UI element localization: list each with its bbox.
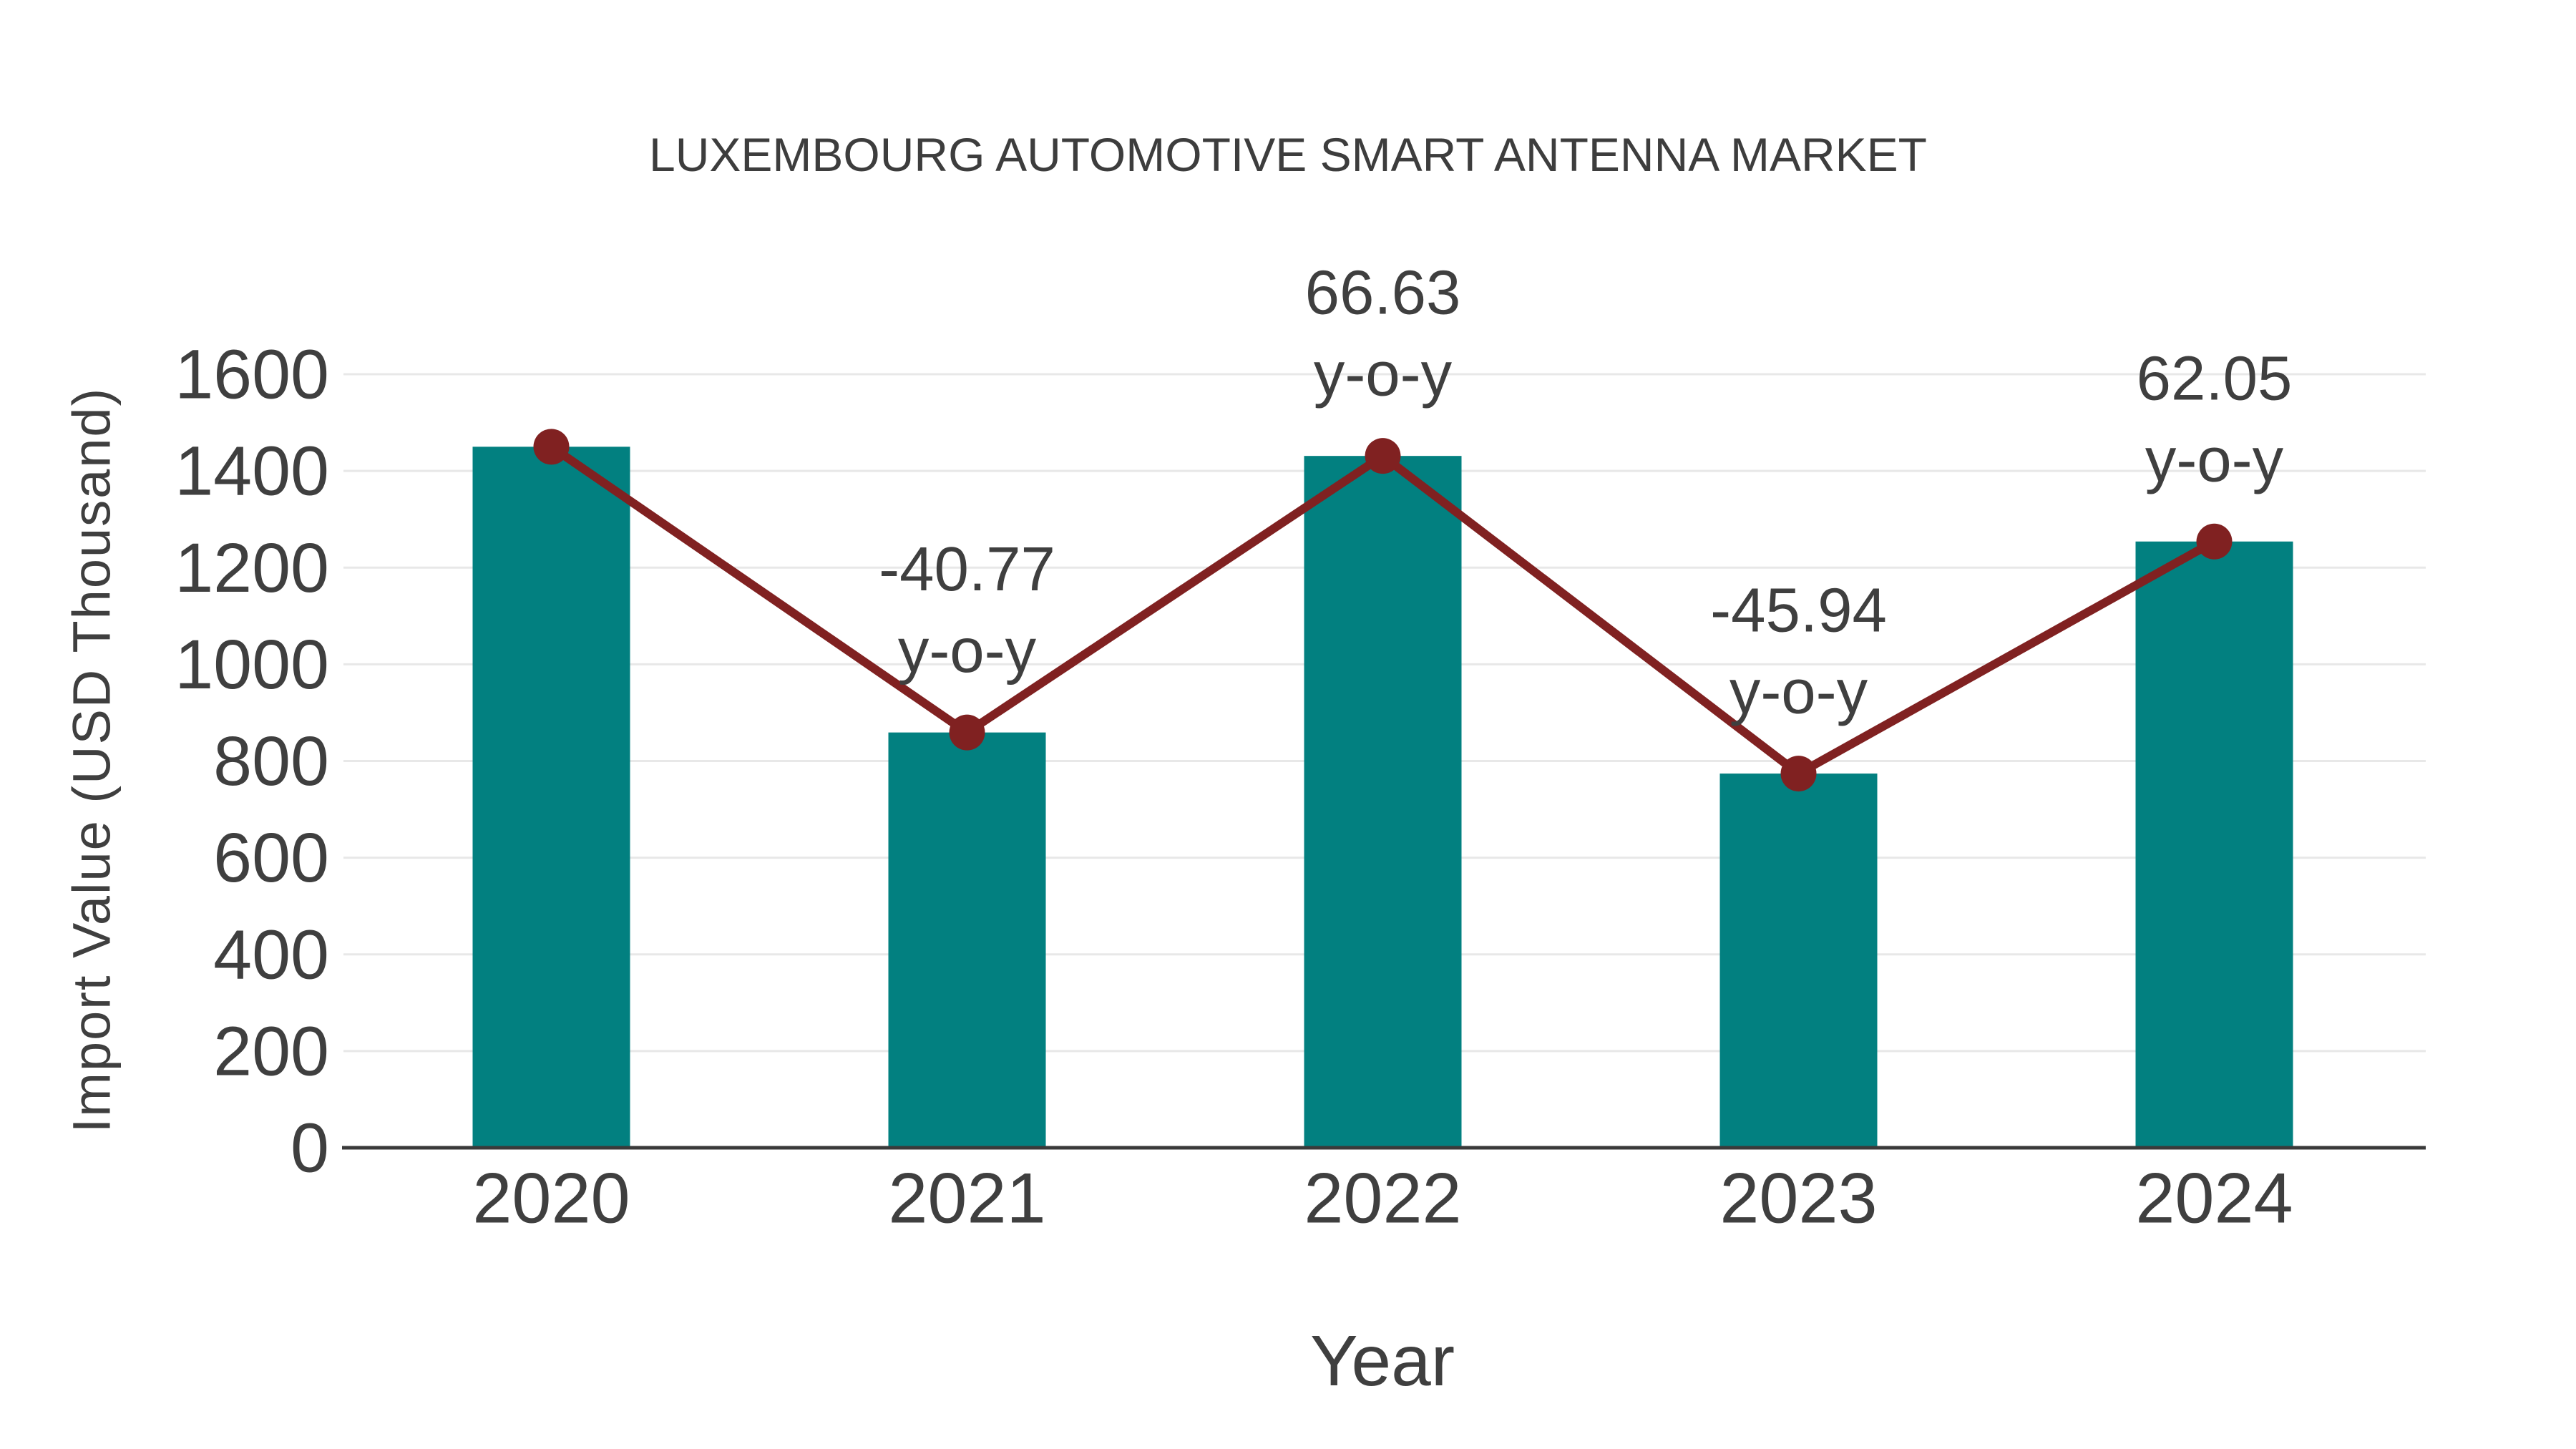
y-tick-label-200: 200 — [213, 1012, 329, 1090]
bar-2021 — [888, 732, 1046, 1148]
annotation-value-2023: -45.94 — [1710, 576, 1887, 645]
y-axis-title: Import Value (USD Thousand) — [62, 387, 122, 1133]
bar-2022 — [1304, 456, 1462, 1148]
y-tick-label-800: 800 — [213, 722, 329, 800]
chart-title: LUXEMBOURG AUTOMOTIVE SMART ANTENNA MARK… — [649, 128, 1927, 181]
x-tick-label-2024: 2024 — [2135, 1158, 2293, 1238]
y-tick-label-1600: 1600 — [175, 336, 329, 414]
x-tick-labels: 2020 2021 2022 2023 2024 — [472, 1158, 2293, 1238]
y-tick-label-1000: 1000 — [175, 625, 329, 703]
x-tick-label-2023: 2023 — [1719, 1158, 1877, 1238]
y-tick-label-600: 600 — [213, 819, 329, 897]
annotation-suffix-2023: y-o-y — [1729, 658, 1868, 727]
yoy-annotations: -40.77 y-o-y 66.63 y-o-y -45.94 y-o-y 62.05 y-o… — [879, 258, 2292, 727]
x-axis-title: Year — [1310, 1321, 1455, 1401]
y-tick-label-0: 0 — [291, 1109, 329, 1187]
x-tick-label-2021: 2021 — [888, 1158, 1045, 1238]
trend-marker-2021 — [949, 714, 985, 751]
trend-marker-2024 — [2196, 523, 2233, 560]
y-tick-label-1400: 1400 — [175, 432, 329, 510]
x-tick-label-2022: 2022 — [1304, 1158, 1461, 1238]
y-tick-labels: 0 200 400 600 800 1000 1200 1400 1600 — [175, 336, 329, 1187]
bar-2024 — [2135, 541, 2293, 1148]
trend-marker-2022 — [1365, 438, 1401, 474]
annotation-value-2022: 66.63 — [1305, 258, 1461, 328]
annotation-suffix-2024: y-o-y — [2145, 425, 2284, 494]
annotation-suffix-2021: y-o-y — [898, 616, 1037, 686]
trend-marker-2023 — [1780, 756, 1817, 792]
x-tick-label-2020: 2020 — [472, 1158, 630, 1238]
y-tick-label-1200: 1200 — [175, 529, 329, 607]
trend-marker-2020 — [533, 429, 570, 465]
trend-line-series — [533, 429, 2233, 792]
bar-2020 — [472, 447, 630, 1148]
bar-series — [472, 447, 2293, 1148]
annotation-value-2021: -40.77 — [879, 535, 1055, 604]
bar-2023 — [1719, 774, 1878, 1148]
y-tick-label-400: 400 — [213, 915, 329, 993]
annotation-suffix-2022: y-o-y — [1314, 340, 1453, 409]
annotation-value-2024: 62.05 — [2137, 343, 2293, 413]
